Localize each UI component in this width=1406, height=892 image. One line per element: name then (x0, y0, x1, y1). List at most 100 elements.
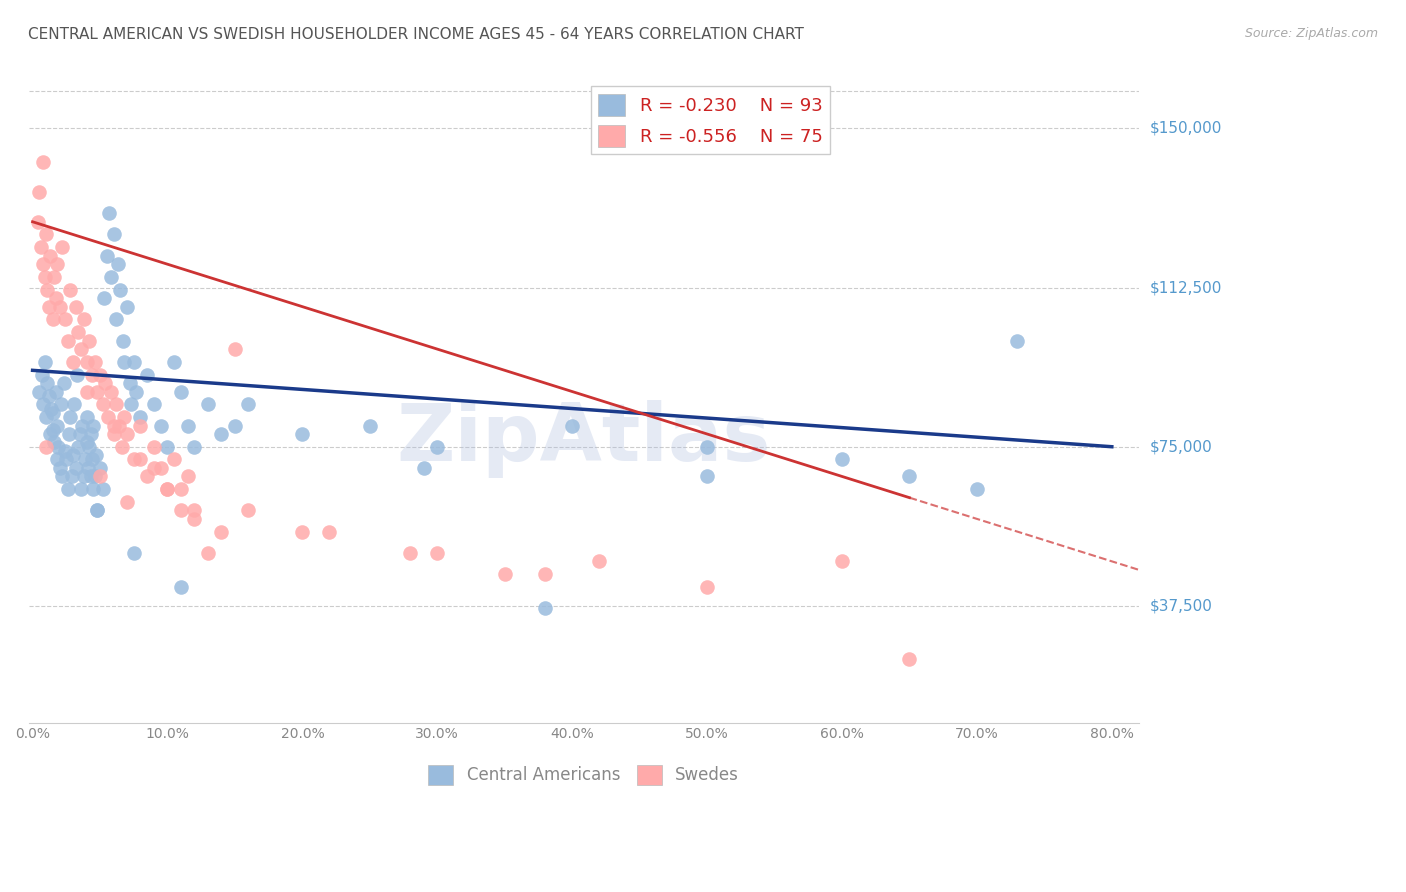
Point (65, 461, 87, 475)
Point (91, 397, 114, 411)
Point (28, 384, 51, 399)
Point (105, 397, 128, 411)
Point (412, 461, 434, 475)
Point (291, 524, 314, 539)
Point (37, 376, 59, 390)
Point (63, 397, 86, 411)
Text: Source: ZipAtlas.com: Source: ZipAtlas.com (1244, 27, 1378, 40)
Point (831, 452, 853, 467)
Point (170, 482, 193, 496)
Point (93, 291, 115, 305)
Point (32, 397, 55, 411)
Point (80, 452, 103, 467)
Point (120, 397, 142, 411)
Point (76, 355, 98, 369)
Point (143, 461, 166, 475)
Point (129, 452, 152, 467)
Point (831, 554, 853, 568)
Point (37, 283, 59, 297)
Point (67, 440, 90, 454)
Point (77, 440, 100, 454)
Point (58, 427, 80, 442)
Point (39, 427, 62, 442)
Point (156, 482, 179, 496)
Point (44, 435, 66, 450)
Point (51, 469, 73, 483)
Point (115, 495, 138, 509)
Point (898, 469, 921, 483)
Point (52, 376, 75, 390)
Point (70, 342, 93, 356)
Point (197, 546, 219, 560)
Point (49, 397, 72, 411)
Point (96, 249, 118, 263)
Point (44, 269, 66, 284)
Point (103, 418, 125, 433)
Point (103, 427, 125, 442)
Point (86, 384, 108, 399)
Point (80, 368, 103, 382)
Point (110, 283, 132, 297)
Point (1007, 334, 1029, 348)
Point (118, 376, 141, 390)
Point (426, 440, 449, 454)
Point (56, 482, 79, 496)
Point (426, 546, 449, 560)
Point (77, 461, 100, 475)
Point (224, 418, 246, 433)
Point (224, 342, 246, 356)
Point (60, 469, 83, 483)
Point (62, 448, 84, 462)
Point (38, 389, 60, 403)
Point (111, 334, 134, 348)
Point (75, 452, 97, 467)
Point (129, 410, 152, 425)
Point (76, 435, 98, 450)
Point (359, 418, 381, 433)
Point (100, 384, 122, 399)
Text: $75,000: $75,000 (1150, 439, 1212, 454)
Point (318, 524, 340, 539)
Point (163, 452, 186, 467)
Point (53, 444, 76, 458)
Point (72, 418, 94, 433)
Point (34, 355, 56, 369)
Text: CENTRAL AMERICAN VS SWEDISH HOUSEHOLDER INCOME AGES 45 - 64 YEARS CORRELATION CH: CENTRAL AMERICAN VS SWEDISH HOUSEHOLDER … (28, 27, 804, 42)
Point (898, 652, 921, 666)
Point (534, 601, 557, 615)
Point (125, 384, 148, 399)
Point (27, 215, 49, 229)
Point (108, 418, 131, 433)
Point (76, 384, 98, 399)
Point (209, 524, 232, 539)
Point (136, 368, 159, 382)
Point (44, 291, 66, 305)
Point (183, 440, 205, 454)
Point (89, 469, 111, 483)
Text: $150,000: $150,000 (1150, 121, 1222, 136)
Point (696, 580, 718, 594)
Point (103, 227, 125, 242)
Point (115, 300, 138, 314)
Point (35, 410, 58, 425)
Point (136, 469, 159, 483)
Point (170, 384, 193, 399)
Point (238, 503, 260, 517)
Point (534, 567, 557, 582)
Point (77, 334, 100, 348)
Point (98, 206, 121, 220)
Point (129, 418, 152, 433)
Point (39, 249, 62, 263)
Point (32, 257, 55, 271)
Point (143, 440, 166, 454)
Point (67, 325, 90, 339)
Point (82, 418, 104, 433)
Point (42, 423, 65, 437)
Point (35, 440, 58, 454)
Point (100, 269, 122, 284)
Text: $112,500: $112,500 (1150, 280, 1222, 295)
Point (561, 418, 583, 433)
Point (30, 240, 52, 254)
Point (45, 257, 67, 271)
Point (55, 452, 77, 467)
